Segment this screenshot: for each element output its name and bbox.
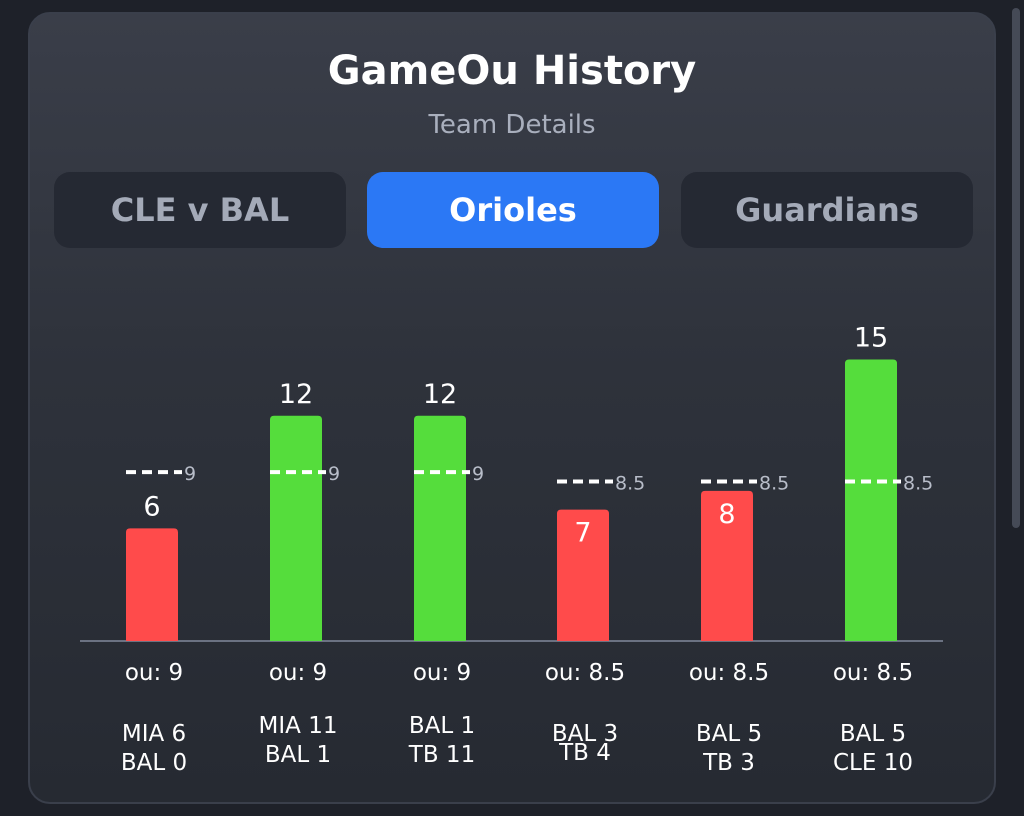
bar-value-label: 7 [574,518,591,549]
ou-label: ou: 8.5 [545,660,625,686]
bar-value-label: 12 [279,379,313,410]
bar-value-label: 12 [423,379,457,410]
tab-orioles[interactable]: Orioles [367,172,659,248]
score-line: TB 4 [558,740,611,766]
score-line: BAL 1 [409,713,475,739]
ou-label: ou: 8.5 [689,660,769,686]
page-title: GameOu History [327,48,697,94]
score-line: BAL 1 [265,742,331,768]
history-card: GameOu History Team Details CLE v BAL Or… [28,12,996,804]
bar-value-label: 6 [143,491,160,522]
score-line: TB 3 [702,750,755,776]
score-line: TB 11 [408,742,475,768]
bar-value-label: 15 [854,322,888,353]
ou-line-label: 9 [328,463,340,485]
bar [557,509,609,641]
bar [126,528,178,641]
bar [701,490,753,641]
score-line: CLE 10 [833,750,913,776]
tab-guardians[interactable]: Guardians [681,172,973,248]
ou-line-label: 8.5 [903,472,933,494]
tab-matchup[interactable]: CLE v BAL [54,172,346,248]
score-line: MIA 11 [259,713,338,739]
score-line: BAL 0 [121,750,187,776]
score-line: BAL 5 [840,721,906,747]
bar [845,359,897,641]
ou-label: ou: 8.5 [833,660,913,686]
ou-label: ou: 9 [125,660,183,686]
page-subtitle: Team Details [428,110,596,140]
scrollbar[interactable] [1012,8,1020,528]
score-line: BAL 5 [696,721,762,747]
bar [414,415,466,641]
ou-line-label: 8.5 [615,472,645,494]
ou-line-label: 9 [472,463,484,485]
bar [270,415,322,641]
score-line: MIA 6 [122,721,186,747]
ou-line-label: 9 [184,463,196,485]
bar-value-label: 8 [718,499,735,530]
ou-label: ou: 9 [269,660,327,686]
score-line: BAL 3 [552,721,618,747]
ou-line-label: 8.5 [759,472,789,494]
ou-label: ou: 9 [413,660,471,686]
